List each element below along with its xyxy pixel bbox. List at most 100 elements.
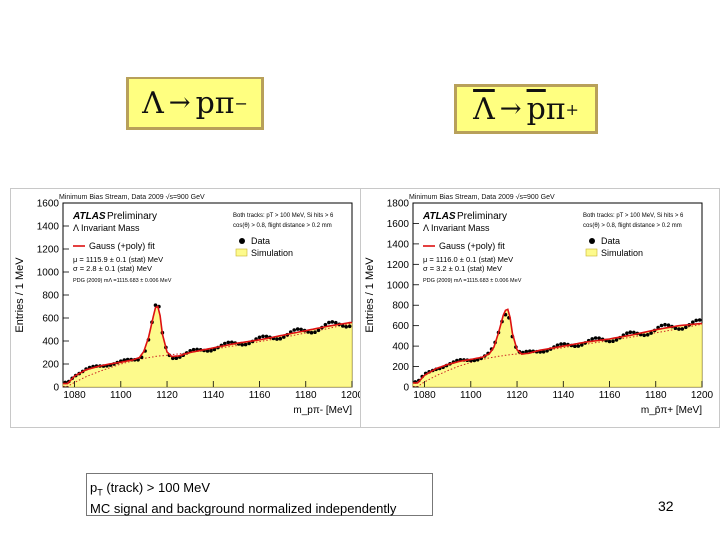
subtitle-label: Λ Invariant Mass (73, 223, 140, 233)
data-point (659, 323, 664, 328)
data-point (697, 318, 702, 322)
data-point (524, 349, 529, 354)
title-formula-lambda: Λ → p π − (129, 79, 261, 127)
data-point (334, 320, 338, 325)
pdg-value: PDG (2009) mΛ =1115.683 ± 0.006 MeV (73, 278, 172, 284)
decay-arrow: → (168, 88, 191, 118)
data-point (330, 320, 335, 324)
data-point (593, 336, 598, 340)
x-tick-label: 1100 (110, 390, 132, 401)
x-tick-label: 1160 (249, 390, 271, 401)
invariant-mass-plot-lambda: Minimum Bias Stream, Data 2009 √s=900 Ge… (10, 188, 370, 428)
note-pt-prefix: p (90, 480, 98, 495)
y-tick-label: 600 (42, 314, 59, 325)
data-point (323, 322, 328, 327)
y-tick-label: 400 (392, 342, 409, 353)
x-tick-label: 1140 (203, 390, 225, 401)
data-point (313, 330, 317, 334)
data-point (191, 347, 196, 352)
data-point (559, 342, 563, 346)
data-point (614, 338, 619, 342)
plot-svg: Minimum Bias Stream, Data 2009 √s=900 Ge… (14, 193, 364, 416)
y-tick-label: 800 (392, 301, 409, 312)
y-tick-label: 1000 (37, 268, 60, 279)
background-poly-curve (413, 324, 702, 387)
y-tick-label: 400 (42, 337, 59, 348)
data-point (680, 327, 685, 331)
data-legend-label: Data (251, 236, 270, 246)
y-tick-label: 1600 (387, 219, 410, 230)
data-point (573, 344, 577, 348)
data-point (344, 325, 349, 329)
subtitle-label: Λ Invariant Mass (423, 223, 490, 233)
data-point (292, 328, 297, 332)
data-point (562, 342, 567, 346)
plot-svg: Minimum Bias Stream, Data 2009 √s=900 Ge… (364, 193, 714, 416)
data-point (663, 322, 667, 327)
y-tick-label: 200 (392, 362, 409, 373)
data-point (341, 324, 345, 328)
x-tick-label: 1200 (691, 390, 714, 401)
data-point (261, 334, 265, 339)
gauss-fit-curve (413, 308, 702, 384)
data-point (666, 323, 671, 327)
data-point (632, 330, 636, 335)
data-point (209, 348, 213, 353)
data-point (299, 327, 303, 332)
note-pt-cut: pT (track) > 100 MeV (90, 480, 432, 501)
note-pt-sub: T (97, 487, 103, 498)
lambda-symbol: Λ (142, 85, 164, 121)
data-point (309, 330, 314, 335)
data-point (642, 333, 646, 338)
data-point (611, 339, 615, 343)
fit-legend-label: Gauss (+poly) fit (89, 241, 155, 251)
notes-box: pT (track) > 100 MeV MC signal and backg… (86, 473, 433, 516)
data-point (694, 318, 698, 323)
data-point (347, 324, 352, 329)
data-point (316, 328, 321, 333)
simulation-legend-swatch (235, 248, 248, 257)
data-point (645, 333, 650, 337)
y-axis-label: Entries / 1 MeV (364, 257, 376, 333)
data-legend-marker (239, 238, 245, 244)
title-formula-lambda-box: Λ → p π − (126, 77, 264, 130)
y-tick-label: 0 (403, 383, 409, 394)
data-point (282, 335, 286, 339)
mu-fit-value: μ = 1116.0 ± 0.1 (stat) MeV (423, 255, 513, 264)
preliminary-label: Preliminary (107, 211, 157, 222)
data-point (278, 336, 283, 341)
pion-symbol: π (214, 85, 235, 121)
plot-header: Minimum Bias Stream, Data 2009 √s=900 Ge… (59, 193, 205, 201)
data-point (555, 343, 560, 347)
data-point (691, 320, 695, 324)
data-point (257, 335, 262, 340)
data-point (240, 343, 244, 347)
data-point (243, 342, 248, 347)
cuts-line-1: Both tracks: pT > 100 MeV, Si hits > 6 (583, 213, 684, 219)
y-axis-label: Entries / 1 MeV (14, 257, 26, 333)
cuts-line-2: cos(θ) > 0.8, flight distance > 0.2 mm (233, 223, 332, 229)
invariant-mass-plot-antilambda: Minimum Bias Stream, Data 2009 √s=900 Ge… (360, 188, 720, 428)
data-point (247, 341, 251, 346)
data-point (649, 331, 653, 335)
sigma-fit-value: σ = 2.8 ± 0.1 (stat) MeV (73, 264, 152, 273)
mu-fit-value: μ = 1115.9 ± 0.1 (stat) MeV (73, 255, 163, 264)
data-point (590, 337, 594, 341)
simulation-legend-label: Simulation (251, 248, 293, 258)
x-tick-label: 1100 (460, 390, 482, 401)
y-tick-label: 1600 (37, 199, 60, 210)
data-point (295, 327, 300, 331)
data-point (625, 331, 629, 335)
x-axis-label: m_pπ- [MeV] (293, 405, 352, 416)
y-tick-label: 0 (53, 383, 59, 394)
x-tick-label: 1080 (413, 390, 436, 401)
y-tick-label: 800 (42, 291, 59, 302)
fit-legend-label: Gauss (+poly) fit (439, 241, 505, 251)
plot-header: Minimum Bias Stream, Data 2009 √s=900 Ge… (409, 193, 555, 201)
data-point (597, 336, 601, 340)
decay-arrow: → (499, 94, 522, 124)
pion-charge: + (565, 99, 579, 119)
x-tick-label: 1200 (341, 390, 364, 401)
data-point (607, 339, 612, 344)
data-point (174, 356, 179, 360)
